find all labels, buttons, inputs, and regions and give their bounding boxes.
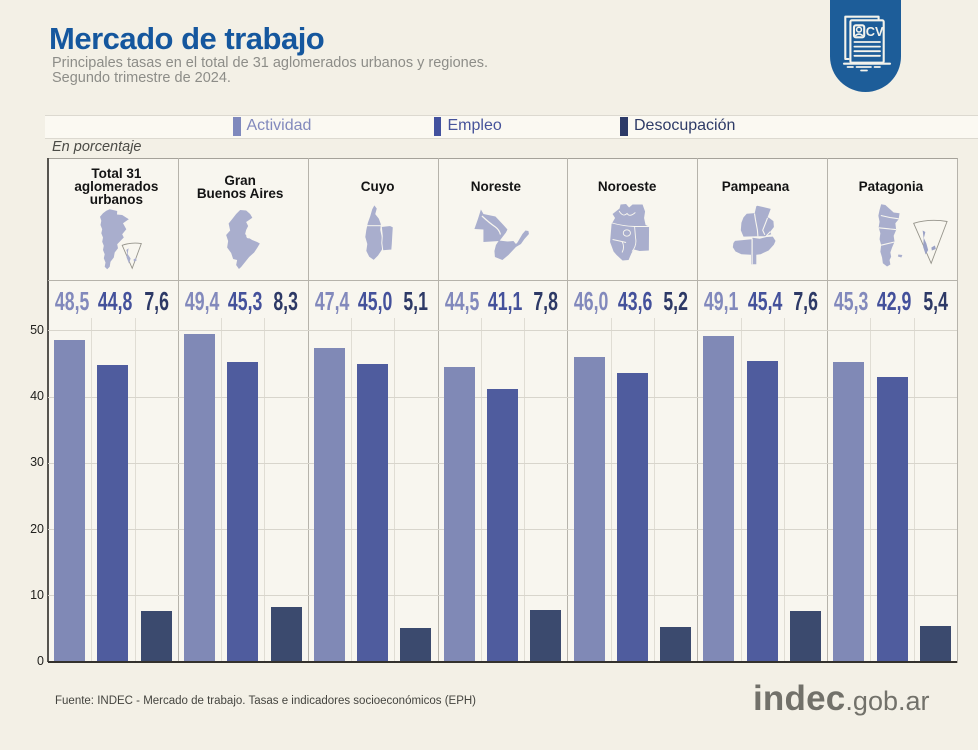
svg-text:CV: CV [866, 24, 884, 39]
